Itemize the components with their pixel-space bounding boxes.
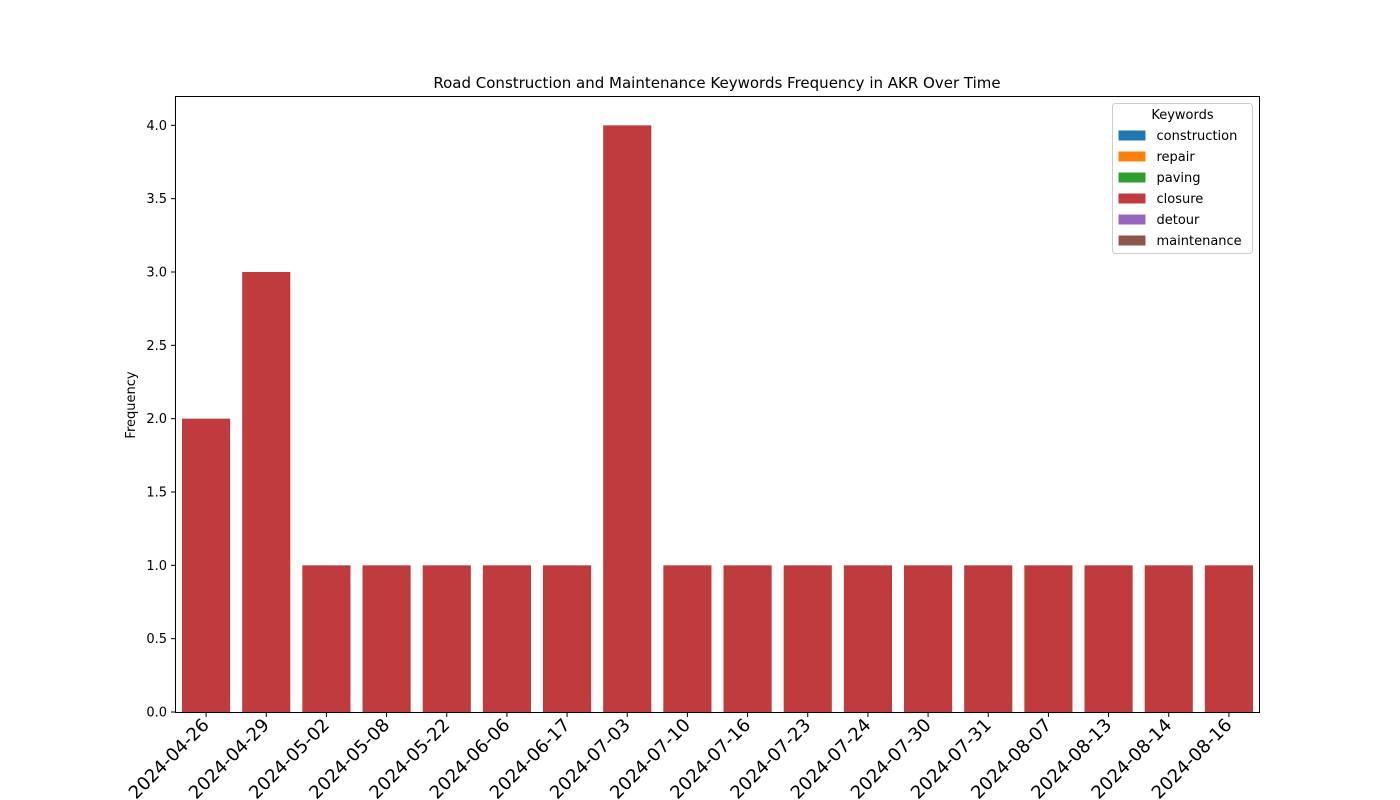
plot-frame xyxy=(175,96,1260,713)
legend: Keywords construction repair paving closure d… xyxy=(1112,103,1253,254)
legend-box xyxy=(1112,103,1253,254)
legend-swatch-construction xyxy=(1118,130,1146,141)
bar-closure-2024-05-02 xyxy=(302,565,351,712)
y-tick-label: 2.5 xyxy=(146,339,167,354)
bar-closure-2024-07-30 xyxy=(904,565,953,712)
bar-closure-2024-08-07 xyxy=(1024,565,1073,712)
bar-closure-2024-07-24 xyxy=(843,565,892,712)
legend-swatch-closure xyxy=(1118,193,1146,204)
legend-label-maintenance: maintenance xyxy=(1157,234,1242,249)
bar-closure-2024-06-06 xyxy=(482,565,531,712)
y-tick-label: 2.0 xyxy=(146,412,167,427)
legend-label-repair: repair xyxy=(1157,150,1196,165)
y-tick-label: 0.5 xyxy=(146,632,167,647)
chart-title: Road Construction and Maintenance Keywor… xyxy=(433,74,1000,92)
bar-closure-2024-04-26 xyxy=(182,418,231,712)
y-axis: 0.0 0.5 1.0 1.5 2.0 2.5 3.0 3.5 4.0 xyxy=(146,119,176,721)
x-axis: 2024-04-262024-04-292024-05-022024-05-08… xyxy=(125,712,1236,800)
bar-closure-2024-08-14 xyxy=(1144,565,1193,712)
bar-closure-2024-07-16 xyxy=(723,565,772,712)
legend-swatch-detour xyxy=(1118,214,1146,225)
bar-closure-2024-07-31 xyxy=(964,565,1013,712)
bar-closure-2024-04-29 xyxy=(242,272,291,712)
legend-swatch-paving xyxy=(1118,172,1146,183)
legend-label-paving: paving xyxy=(1157,171,1201,186)
y-tick-label: 4.0 xyxy=(146,119,167,134)
y-tick-label: 1.0 xyxy=(146,559,167,574)
bar-closure-2024-08-13 xyxy=(1084,565,1133,712)
bars-layer xyxy=(182,125,1253,713)
bar-closure-2024-08-16 xyxy=(1204,565,1253,712)
legend-swatch-repair xyxy=(1118,151,1146,162)
legend-title: Keywords xyxy=(1151,108,1214,123)
y-tick-label: 3.0 xyxy=(146,266,167,281)
y-axis-label: Frequency xyxy=(124,371,139,438)
bar-closure-2024-05-22 xyxy=(422,565,471,712)
y-tick-label: 3.5 xyxy=(146,192,167,207)
bar-closure-2024-05-08 xyxy=(362,565,411,712)
bar-closure-2024-06-17 xyxy=(543,565,592,712)
bar-closure-2024-07-23 xyxy=(783,565,832,712)
legend-label-closure: closure xyxy=(1157,192,1204,207)
bar-closure-2024-07-03 xyxy=(603,125,652,713)
legend-label-construction: construction xyxy=(1157,129,1238,144)
bar-closure-2024-07-10 xyxy=(663,565,712,712)
legend-label-detour: detour xyxy=(1157,213,1201,228)
y-tick-label: 1.5 xyxy=(146,486,167,501)
legend-swatch-maintenance xyxy=(1118,235,1146,246)
y-tick-label: 0.0 xyxy=(146,706,167,721)
